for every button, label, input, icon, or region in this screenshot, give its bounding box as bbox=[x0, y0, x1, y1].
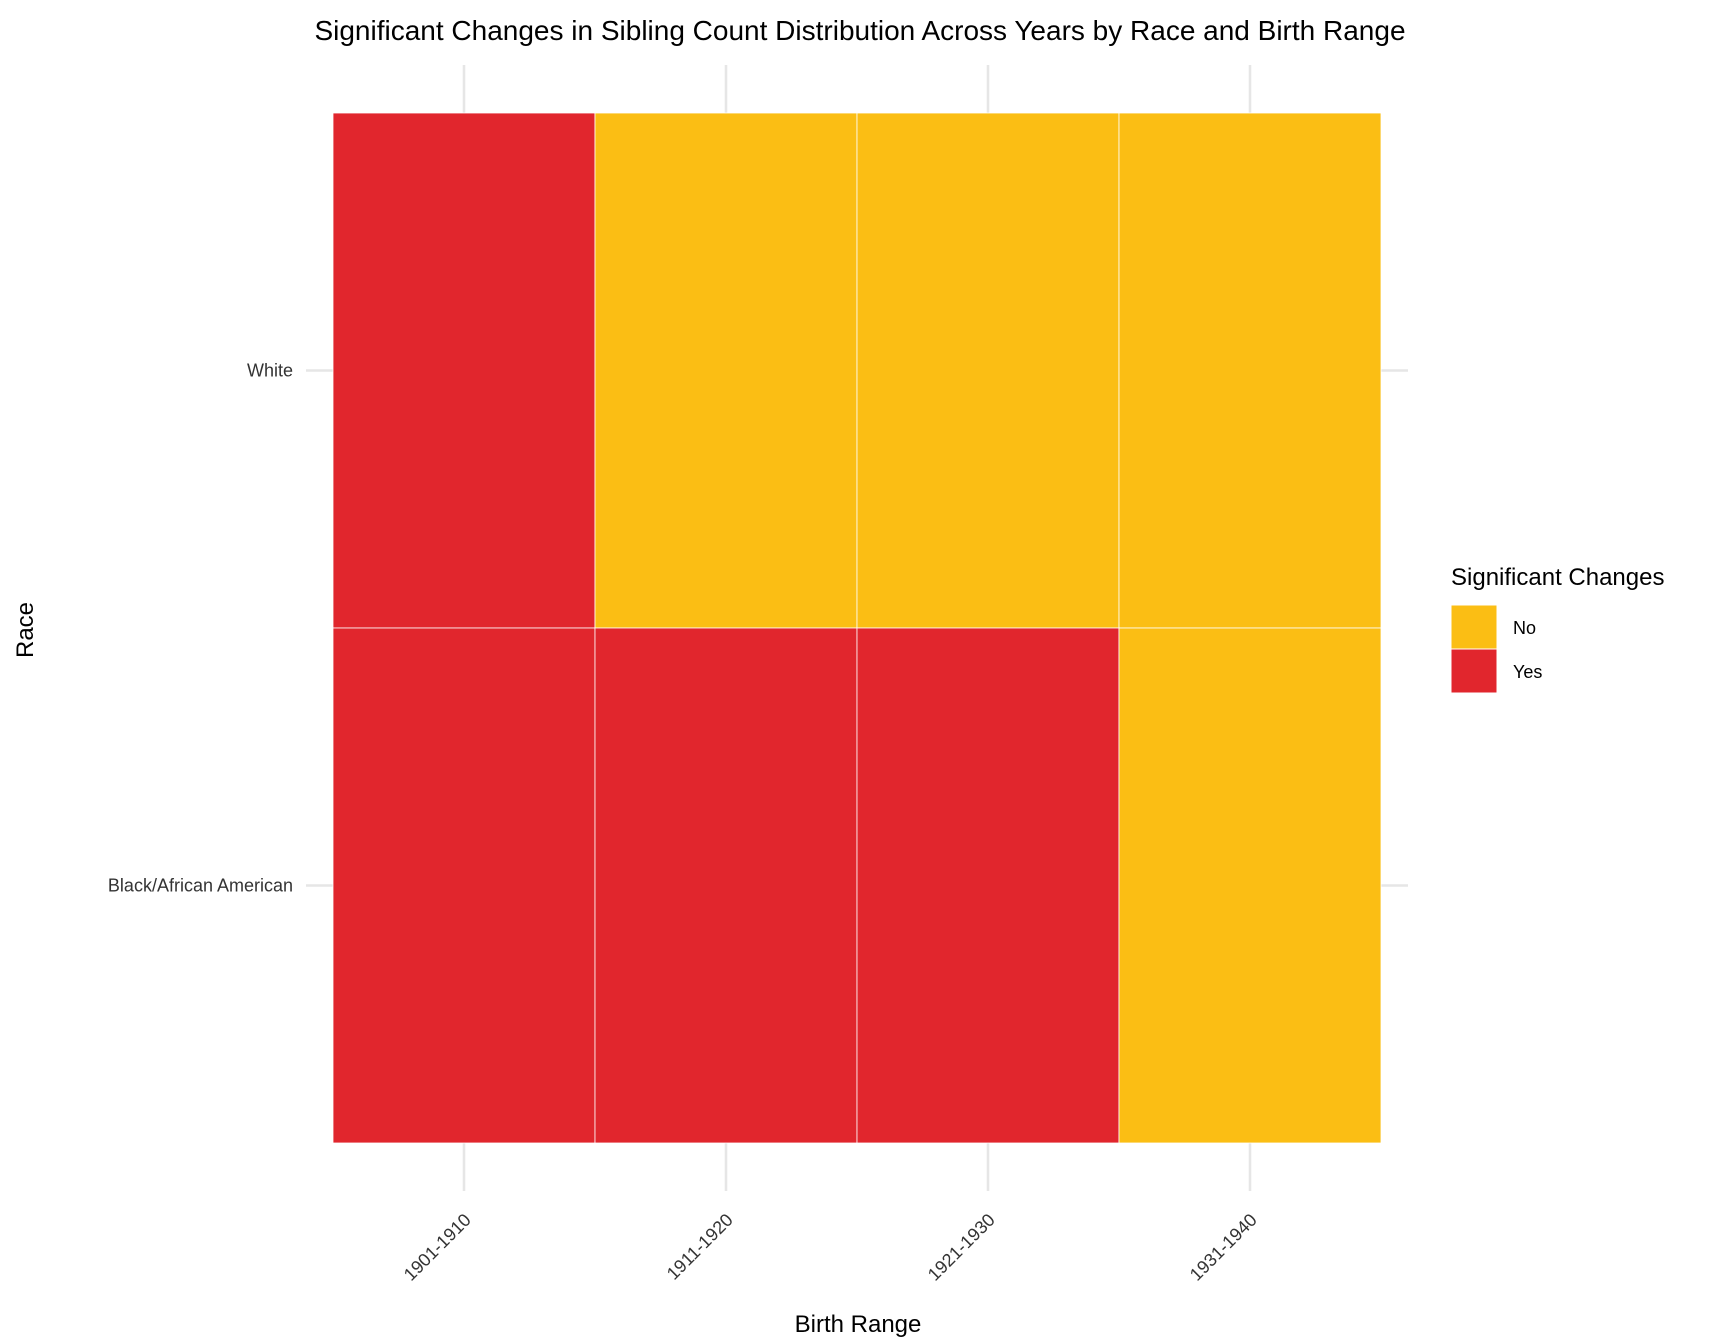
x-tick-label: 1901-1910 bbox=[400, 1210, 475, 1285]
legend-items: No Yes bbox=[1450, 604, 1542, 694]
y-axis-title: Race bbox=[12, 602, 39, 658]
x-axis-ticks: 1901-1910 1911-1920 1921-1930 1931-1940 bbox=[400, 1210, 1261, 1285]
x-axis-title: Birth Range bbox=[795, 1311, 922, 1338]
legend-swatch-no bbox=[1450, 604, 1498, 650]
legend-label-no: No bbox=[1513, 618, 1536, 638]
heatmap-cells bbox=[332, 112, 1382, 1144]
heatmap-cell-black-african-american-1901-1910 bbox=[332, 627, 596, 1144]
heatmap-cell-black-african-american-1931-1940 bbox=[1118, 627, 1382, 1144]
legend: Significant Changes No Yes bbox=[1450, 564, 1664, 694]
y-tick-label: White bbox=[247, 361, 293, 381]
heatmap-cell-white-1931-1940 bbox=[1118, 112, 1382, 629]
heatmap-cell-white-1921-1930 bbox=[856, 112, 1120, 629]
heatmap-cell-black-african-american-1921-1930 bbox=[856, 627, 1120, 1144]
legend-title: Significant Changes bbox=[1451, 564, 1664, 591]
x-tick-label: 1911-1920 bbox=[663, 1210, 737, 1284]
heatmap-cell-white-1901-1910 bbox=[332, 112, 596, 629]
x-tick-label: 1931-1940 bbox=[1186, 1210, 1261, 1285]
y-tick-label: Black/African American bbox=[108, 876, 293, 896]
legend-label-yes: Yes bbox=[1513, 662, 1542, 682]
chart-title: Significant Changes in Sibling Count Dis… bbox=[314, 15, 1405, 46]
x-tick-label: 1921-1930 bbox=[924, 1210, 999, 1285]
y-axis-ticks: White Black/African American bbox=[108, 361, 293, 896]
heatmap-cell-black-african-american-1911-1920 bbox=[594, 627, 858, 1144]
heatmap-cell-white-1911-1920 bbox=[594, 112, 858, 629]
legend-swatch-yes bbox=[1450, 648, 1498, 694]
